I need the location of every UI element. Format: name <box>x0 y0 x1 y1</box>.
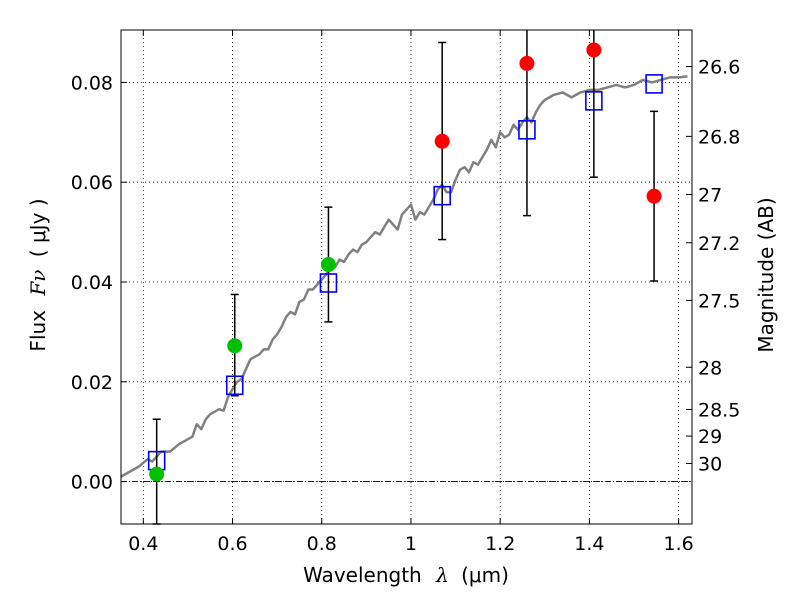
plot-frame <box>120 29 693 525</box>
tick-labels: 0.4 0.6 0.8 1 1.2 1.4 1.6 0.00 0.02 0.04 0.06 0.08 2… <box>71 57 741 555</box>
y-tick-label: 0.02 <box>71 372 113 394</box>
synthetic-point <box>518 119 536 140</box>
errorbars <box>152 30 659 525</box>
x-axis-symbol: λ <box>435 563 449 587</box>
x-axis-title: Wavelength λ (μm) <box>303 563 509 587</box>
y2-axis-title: Magnitude (AB) <box>754 197 778 352</box>
y2-tick-label: 30 <box>698 453 722 475</box>
model-spectrum-group <box>121 75 688 478</box>
x-tick-label: 0.4 <box>128 533 158 555</box>
x-axis-title-text: Wavelength <box>303 563 422 587</box>
grid <box>121 30 692 524</box>
x-tick-label: 1.2 <box>485 533 515 555</box>
synthetic-point <box>319 273 338 293</box>
y-tick-label: 0.04 <box>71 272 113 294</box>
y2-tick-label: 27 <box>698 184 722 206</box>
y2-tick-label: 26.8 <box>698 126 740 148</box>
ticks <box>121 30 692 524</box>
y-tick-label: 0.00 <box>71 472 113 494</box>
markers <box>147 42 663 482</box>
observed-green-point <box>227 338 243 354</box>
y-axis-title: Flux Fν ( μJy ) <box>26 198 50 351</box>
x-tick-label: 0.8 <box>307 533 337 555</box>
synthetic-point <box>433 185 451 206</box>
observed-green-point <box>320 257 336 273</box>
y-tick-label: 0.06 <box>71 172 113 194</box>
x-tick-label: 1.4 <box>574 533 604 555</box>
observed-red-point <box>646 188 662 204</box>
y-axis-title-text: Flux <box>26 310 50 352</box>
y-axis-unit: ( μJy ) <box>26 198 50 257</box>
observed-red-point <box>586 42 602 58</box>
y-tick-label: 0.08 <box>71 72 113 94</box>
y2-tick-label: 26.6 <box>698 57 740 79</box>
y2-tick-label: 27.2 <box>698 233 740 255</box>
synthetic-point <box>225 375 244 396</box>
synthetic-point <box>585 91 603 111</box>
y2-tick-label: 28 <box>698 357 722 379</box>
model-spectrum-line <box>121 75 688 478</box>
y2-tick-label: 27.5 <box>698 290 740 312</box>
y2-tick-label: 28.5 <box>698 399 740 421</box>
observed-red-point <box>434 133 450 149</box>
observed-green-point <box>149 466 165 482</box>
y-axis-symbol: Fν <box>26 270 50 297</box>
synthetic-point <box>645 74 663 94</box>
x-axis-unit: (μm) <box>461 563 509 587</box>
x-tick-label: 0.6 <box>217 533 247 555</box>
x-tick-label: 1.6 <box>664 533 694 555</box>
observed-red-point <box>519 55 535 71</box>
x-tick-label: 1 <box>405 533 417 555</box>
y2-tick-label: 29 <box>698 426 722 448</box>
